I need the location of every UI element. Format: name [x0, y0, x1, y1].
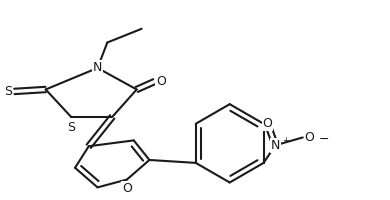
Text: +: +: [282, 136, 289, 145]
Text: O: O: [262, 117, 273, 130]
Text: O: O: [305, 131, 315, 144]
Text: S: S: [4, 85, 12, 98]
Text: N: N: [93, 61, 102, 74]
Text: N: N: [271, 139, 280, 152]
Text: S: S: [67, 121, 75, 134]
Text: O: O: [156, 75, 166, 88]
Text: O: O: [122, 182, 132, 195]
Text: −: −: [318, 133, 329, 146]
